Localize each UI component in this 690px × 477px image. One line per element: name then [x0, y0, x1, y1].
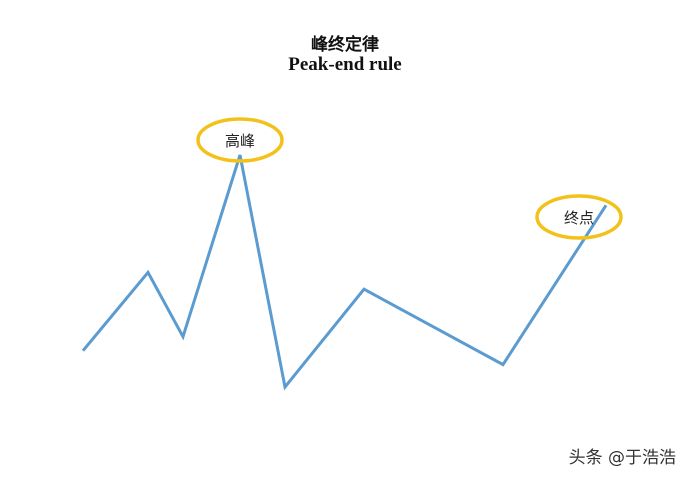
peak-label: 高峰 [225, 132, 255, 150]
title-english: Peak-end rule [288, 54, 402, 75]
end-highlight-ellipse [535, 194, 623, 240]
watermark: 头条 @于浩浩 [568, 448, 676, 468]
experience-curve [81, 154, 608, 391]
peak-highlight-ellipse [196, 117, 284, 163]
end-label: 终点 [564, 209, 594, 227]
title-chinese: 峰终定律 [311, 35, 379, 55]
